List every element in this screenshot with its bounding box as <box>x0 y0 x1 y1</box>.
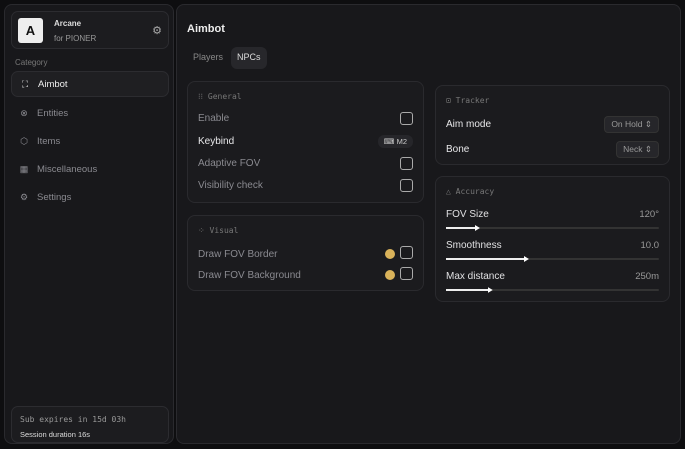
slider-fill <box>446 227 478 229</box>
accuracy-card: △ Accuracy FOV Size 120° Smoothness 10.0 Max… <box>435 176 670 302</box>
aim-mode-value: On Hold <box>611 119 643 129</box>
keybind-label: Keybind <box>198 136 235 147</box>
bone-select[interactable]: Neck ⇕ <box>616 141 659 158</box>
gear-icon: ⚙ <box>19 191 29 202</box>
tab-players[interactable]: Players <box>193 52 224 62</box>
main-panel: Aimbot Players NPCs ⁝⁝ General Enable Ke… <box>176 4 681 444</box>
tracker-icon: ⊡ <box>446 96 456 105</box>
gear-icon[interactable]: ⚙ <box>152 25 162 37</box>
visual-card: ⁘ Visual Draw FOV Border Draw FOV Backgr… <box>187 215 424 291</box>
draw-border-row: Draw FOV Border <box>198 246 413 262</box>
slider-label: Max distance <box>446 271 505 282</box>
general-header: ⁝⁝ General <box>198 92 242 101</box>
aim-mode-label: Aim mode <box>446 119 492 130</box>
keybind-button[interactable]: ⌨ M2 <box>377 135 413 148</box>
slider-track[interactable] <box>446 256 659 262</box>
background-color-swatch[interactable] <box>385 270 395 280</box>
subscription-expiry: Sub expires in 15d 03h <box>20 415 126 424</box>
sidebar-item-label: Entities <box>37 107 69 119</box>
sidebar: A Arcane for PIONER ⚙ Category ⛶ Aimbot ⊗… <box>4 4 174 444</box>
accuracy-header: △ Accuracy <box>446 187 494 196</box>
session-duration: Session duration 16s <box>20 430 91 439</box>
target-tabs: Players NPCs <box>187 47 267 69</box>
tracker-header: ⊡ Tracker <box>446 96 489 105</box>
slider-fill <box>446 289 491 291</box>
aim-mode-select[interactable]: On Hold ⇕ <box>604 116 659 133</box>
sidebar-item-label: Miscellaneous <box>37 163 98 175</box>
draw-background-label: Draw FOV Background <box>198 269 301 281</box>
slider-value: 120° <box>639 209 659 220</box>
slider-row: FOV Size 120° <box>446 209 659 231</box>
sidebar-item-label: Aimbot <box>38 78 68 90</box>
grid-icon: ▦ <box>19 163 29 174</box>
draw-background-row: Draw FOV Background <box>198 267 413 283</box>
draw-background-checkbox[interactable] <box>400 267 413 280</box>
app-logo: A <box>18 18 43 43</box>
tracker-title: Tracker <box>455 96 490 105</box>
brand-card: A Arcane for PIONER ⚙ <box>11 11 169 49</box>
slider-handle[interactable] <box>487 287 493 293</box>
slider-label: FOV Size <box>446 209 489 220</box>
keyboard-icon: ⌨ <box>383 137 397 146</box>
list-icon: ⁝⁝ <box>198 92 208 101</box>
accuracy-title: Accuracy <box>455 187 495 196</box>
crosshair-icon: ⛶ <box>21 78 29 89</box>
bone-row: Bone Neck ⇕ <box>446 141 659 158</box>
keybind-row: Keybind ⌨ M2 <box>198 135 413 148</box>
entities-icon: ⊗ <box>20 107 28 118</box>
slider-row: Max distance 250m <box>446 271 659 293</box>
sidebar-item-items[interactable]: ⬡ Items <box>11 128 169 154</box>
page-title: Aimbot <box>187 23 225 35</box>
enable-label: Enable <box>198 113 230 124</box>
box-icon: ⬡ <box>20 135 28 146</box>
sidebar-item-entities[interactable]: ⊗ Entities <box>11 100 169 126</box>
chevron-updown-icon: ⇕ <box>644 144 652 154</box>
enable-checkbox[interactable] <box>400 112 413 125</box>
slider-value: 10.0 <box>640 240 660 251</box>
sidebar-item-label: Items <box>37 135 61 147</box>
slider-value: 250m <box>635 271 659 282</box>
bone-value: Neck <box>623 144 643 154</box>
slider-handle[interactable] <box>474 225 480 231</box>
sidebar-item-aimbot[interactable]: ⛶ Aimbot <box>11 71 169 97</box>
category-label: Category <box>15 58 48 67</box>
visibility-check-label: Visibility check <box>198 180 263 191</box>
aim-mode-row: Aim mode On Hold ⇕ <box>446 116 659 133</box>
bone-label: Bone <box>446 144 470 155</box>
app-name: Arcane <box>54 19 82 28</box>
slider-track[interactable] <box>446 225 659 231</box>
slider-handle[interactable] <box>523 256 529 262</box>
visual-header: ⁘ Visual <box>198 226 238 235</box>
general-title: General <box>207 92 242 101</box>
sidebar-item-settings[interactable]: ⚙ Settings <box>11 184 169 210</box>
adaptive-fov-label: Adaptive FOV <box>198 158 261 169</box>
draw-border-checkbox[interactable] <box>400 246 413 259</box>
subscription-info: Sub expires in 15d 03h Session duration … <box>11 406 169 443</box>
draw-border-label: Draw FOV Border <box>198 248 278 260</box>
keybind-value: M2 <box>396 137 407 146</box>
sidebar-item-miscellaneous[interactable]: ▦ Miscellaneous <box>11 156 169 182</box>
slider-label: Smoothness <box>446 240 502 251</box>
chevron-updown-icon: ⇕ <box>644 119 652 129</box>
slider-fill <box>446 258 527 260</box>
tracker-card: ⊡ Tracker Aim mode On Hold ⇕ Bone Neck ⇕ <box>435 85 670 165</box>
tab-npcs[interactable]: NPCs <box>231 47 267 69</box>
general-card: ⁝⁝ General Enable Keybind ⌨ M2 Adaptive F… <box>187 81 424 203</box>
border-color-swatch[interactable] <box>385 249 395 259</box>
slider-row: Smoothness 10.0 <box>446 240 660 262</box>
sidebar-item-label: Settings <box>37 191 72 203</box>
warning-triangle-icon: △ <box>446 187 456 196</box>
adaptive-fov-checkbox[interactable] <box>400 157 413 170</box>
visibility-check-row: Visibility check <box>198 179 413 192</box>
eye-icon: ⁘ <box>198 226 210 235</box>
adaptive-fov-row: Adaptive FOV <box>198 157 413 170</box>
visibility-check-checkbox[interactable] <box>400 179 413 192</box>
visual-title: Visual <box>209 226 239 235</box>
app-subtitle: for PIONER <box>54 34 97 43</box>
enable-row: Enable <box>198 112 413 125</box>
slider-track[interactable] <box>446 287 659 293</box>
